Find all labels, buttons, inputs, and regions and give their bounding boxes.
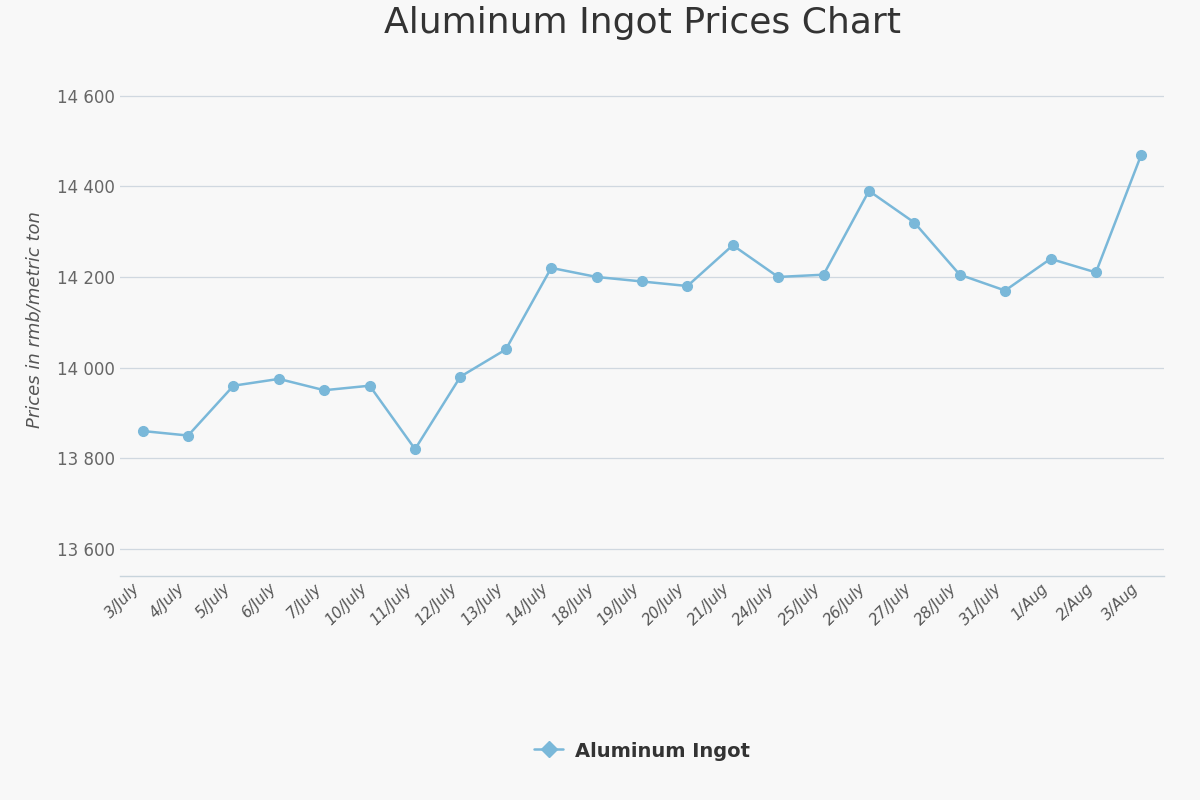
Aluminum Ingot [589,272,604,282]
Aluminum Ingot [136,426,150,436]
Aluminum Ingot [726,241,740,250]
Aluminum Ingot [454,372,468,382]
Aluminum Ingot [362,381,377,390]
Aluminum Ingot [953,270,967,279]
Aluminum Ingot [1088,268,1103,278]
Aluminum Ingot [499,345,514,354]
Aluminum Ingot [998,286,1013,295]
Aluminum Ingot [181,430,196,440]
Aluminum Ingot [317,386,331,395]
Y-axis label: Prices in rmb/metric ton: Prices in rmb/metric ton [25,211,43,429]
Aluminum Ingot [680,282,695,291]
Aluminum Ingot [770,272,785,282]
Aluminum Ingot [635,277,649,286]
Line: Aluminum Ingot: Aluminum Ingot [138,150,1146,454]
Aluminum Ingot [862,186,876,196]
Aluminum Ingot [544,263,558,273]
Title: Aluminum Ingot Prices Chart: Aluminum Ingot Prices Chart [384,6,900,41]
Aluminum Ingot [816,270,830,279]
Aluminum Ingot [907,218,922,227]
Aluminum Ingot [227,381,241,390]
Aluminum Ingot [271,374,286,384]
Aluminum Ingot [1134,150,1148,159]
Legend: Aluminum Ingot: Aluminum Ingot [534,742,750,761]
Aluminum Ingot [1043,254,1057,264]
Aluminum Ingot [408,444,422,454]
